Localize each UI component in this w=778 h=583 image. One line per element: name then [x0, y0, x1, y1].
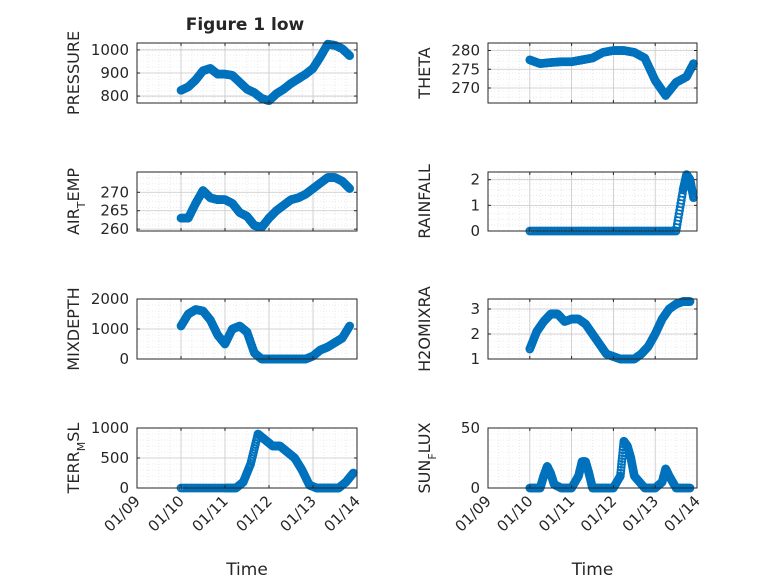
figure-title: Figure 1 low [186, 15, 305, 35]
subplot-5: 0 1000 2000 MIXDEPTH [64, 287, 358, 371]
y-tick-label: 1 [470, 196, 480, 214]
x-tick-label: 01/13 [619, 492, 662, 535]
y-tick-label: 1000 [91, 419, 129, 437]
y-axis-label: MIXDEPTH [64, 287, 83, 370]
axes-box [487, 427, 698, 489]
subplot-4: 0 1 2 RAINFALL [415, 164, 698, 240]
y-axis-label: RAINFALL [415, 164, 434, 239]
x-tick-label: 01/14 [321, 492, 364, 535]
x-tick-label: 01/09 [452, 492, 495, 535]
data-point [345, 51, 355, 61]
data-point [345, 321, 355, 331]
data-point [345, 184, 355, 193]
data-point [616, 462, 626, 472]
data-point [617, 460, 626, 469]
y-axis-label: H2OMIXRA [415, 286, 434, 372]
y-tick-label: 2000 [91, 290, 129, 308]
y-tick-label: 0 [119, 350, 129, 368]
y-tick-label: 1 [470, 350, 480, 368]
data-point [616, 471, 625, 481]
y-axis-label: TERRMSL [64, 423, 88, 495]
x-axis-label: Time [571, 560, 614, 580]
y-axis-label: SUNFLUX [415, 422, 439, 493]
minor-grid [136, 172, 358, 231]
y-tick-label: 275 [451, 60, 480, 78]
y-tick-label: 260 [100, 220, 129, 238]
x-tick-label: 01/09 [101, 492, 144, 535]
y-axis-label: AIRTEMP [64, 168, 88, 235]
data-series [525, 297, 695, 364]
data-point [617, 454, 627, 463]
data-point [616, 468, 626, 478]
x-tick-label: 01/10 [145, 492, 188, 535]
y-tick-label: 265 [100, 202, 129, 220]
x-tick-label: 01/14 [661, 492, 704, 535]
axes-box [487, 42, 698, 104]
y-tick-label: 50 [461, 419, 480, 437]
y-tick-label: 500 [100, 449, 129, 467]
subplot-1: 800 900 1000 PRESSURE [64, 31, 358, 115]
x-tick-label: 01/12 [577, 492, 620, 535]
data-series [176, 173, 355, 232]
y-tick-label: 0 [470, 222, 480, 240]
x-axis-label: Time [225, 560, 268, 580]
y-tick-label: 270 [451, 79, 480, 97]
y-tick-label: 0 [119, 479, 129, 497]
y-axis-label: PRESSURE [64, 31, 83, 115]
data-point [685, 297, 695, 306]
y-tick-label: 3 [470, 300, 480, 318]
major-grid [487, 43, 698, 103]
y-tick-label: 0 [470, 479, 480, 497]
data-point [617, 457, 627, 466]
data-point [616, 465, 626, 475]
x-tick-label: 01/11 [535, 492, 578, 535]
axes-box [136, 171, 358, 232]
y-tick-label: 1000 [91, 41, 129, 59]
subplot-8: 0 50 SUNFLUX 01/0901/1001/1101/1201/1301/14… [415, 419, 704, 580]
y-tick-label: 280 [451, 42, 480, 60]
y-tick-label: 1000 [91, 320, 129, 338]
y-tick-label: 2 [470, 325, 480, 343]
x-tick-label: 01/11 [189, 492, 232, 535]
y-axis-label: THETA [415, 47, 434, 99]
y-tick-label: 900 [100, 64, 129, 82]
x-tick-label: 01/13 [277, 492, 320, 535]
axes-box [487, 298, 698, 360]
y-tick-label: 270 [100, 183, 129, 201]
y-tick-label: 2 [470, 171, 480, 189]
y-tick-label: 800 [100, 87, 129, 105]
data-series [176, 39, 355, 106]
axes-box [487, 171, 698, 232]
x-tick-label: 01/12 [233, 492, 276, 535]
x-tick-label: 01/10 [493, 492, 536, 535]
subplot-6: 1 2 3 H2OMIXRA [415, 286, 698, 372]
data-series [525, 46, 698, 100]
